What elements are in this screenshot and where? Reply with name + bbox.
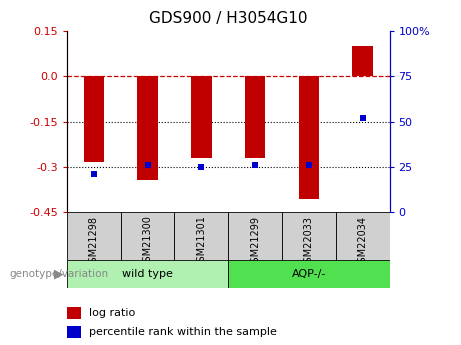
Text: GSM22034: GSM22034 [358, 216, 368, 268]
Text: wild type: wild type [122, 269, 173, 279]
Bar [83, 76, 104, 162]
Title: GDS900 / H3054G10: GDS900 / H3054G10 [149, 11, 307, 26]
Bar [174, 212, 228, 260]
Bar [67, 212, 121, 260]
Text: GSM21301: GSM21301 [196, 216, 207, 268]
Text: GSM22033: GSM22033 [304, 216, 314, 268]
Bar [228, 212, 282, 260]
Text: genotype/variation: genotype/variation [9, 269, 108, 279]
Text: log ratio: log ratio [89, 308, 135, 318]
Bar [137, 76, 158, 180]
Bar [121, 212, 174, 260]
Bar [191, 76, 212, 158]
Text: GSM21299: GSM21299 [250, 216, 260, 268]
Bar [299, 76, 319, 199]
Text: GSM21300: GSM21300 [142, 216, 153, 268]
Bar [228, 260, 390, 288]
Bar [67, 307, 81, 319]
Bar [67, 260, 228, 288]
Text: percentile rank within the sample: percentile rank within the sample [89, 327, 277, 337]
Bar [67, 326, 81, 338]
Bar [353, 46, 373, 76]
Text: GSM21298: GSM21298 [89, 216, 99, 268]
Bar [336, 212, 390, 260]
Bar [282, 212, 336, 260]
Text: ▶: ▶ [54, 268, 64, 281]
Bar [245, 76, 265, 158]
Text: AQP-/-: AQP-/- [292, 269, 326, 279]
